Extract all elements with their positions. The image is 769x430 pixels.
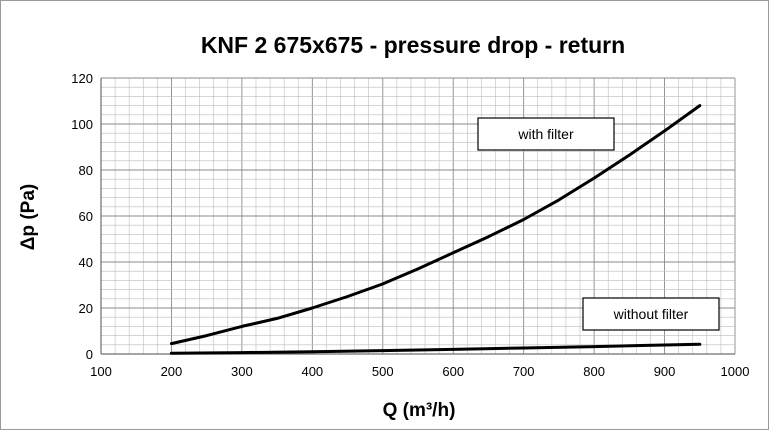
data-series — [169, 104, 702, 355]
series-line-with-filter — [169, 104, 702, 346]
y-tick-label: 100 — [71, 117, 93, 132]
y-tick-label: 120 — [71, 71, 93, 86]
callout-with-filter-box — [477, 117, 615, 151]
x-tick-label: 300 — [231, 364, 253, 379]
y-tick-label: 0 — [86, 347, 93, 362]
y-axis-label: Δp (Pa) — [18, 184, 39, 250]
x-tick-label: 800 — [583, 364, 605, 379]
x-tick-label: 900 — [654, 364, 676, 379]
chart-title: KNF 2 675x675 - pressure drop - return — [201, 32, 625, 58]
x-axis-label: Q (m³/h) — [383, 400, 456, 421]
x-tick-label: 100 — [90, 364, 112, 379]
callout-without-filter-label: without filter — [613, 306, 689, 322]
y-tick-label: 80 — [79, 163, 93, 178]
callout-without-filter: without filter — [582, 297, 720, 331]
series-callouts: with filter without filter — [477, 117, 720, 331]
x-tick-label: 700 — [513, 364, 535, 379]
x-tick-label: 400 — [301, 364, 323, 379]
x-tick-label: 1000 — [721, 364, 750, 379]
x-tick-label: 600 — [442, 364, 464, 379]
callout-without-filter-box — [582, 297, 720, 331]
x-tick-label: 500 — [372, 364, 394, 379]
callout-with-filter: with filter — [477, 117, 615, 151]
x-tick-label: 200 — [161, 364, 183, 379]
y-tick-label: 40 — [79, 255, 93, 270]
y-tick-label: 20 — [79, 301, 93, 316]
callout-with-filter-label: with filter — [517, 126, 574, 142]
y-tick-label: 60 — [79, 209, 93, 224]
series-line-without-filter — [169, 342, 702, 355]
tick-labels: 100 200 300 400 500 600 700 800 900 1000 0 20 40 60 80… — [71, 71, 749, 379]
